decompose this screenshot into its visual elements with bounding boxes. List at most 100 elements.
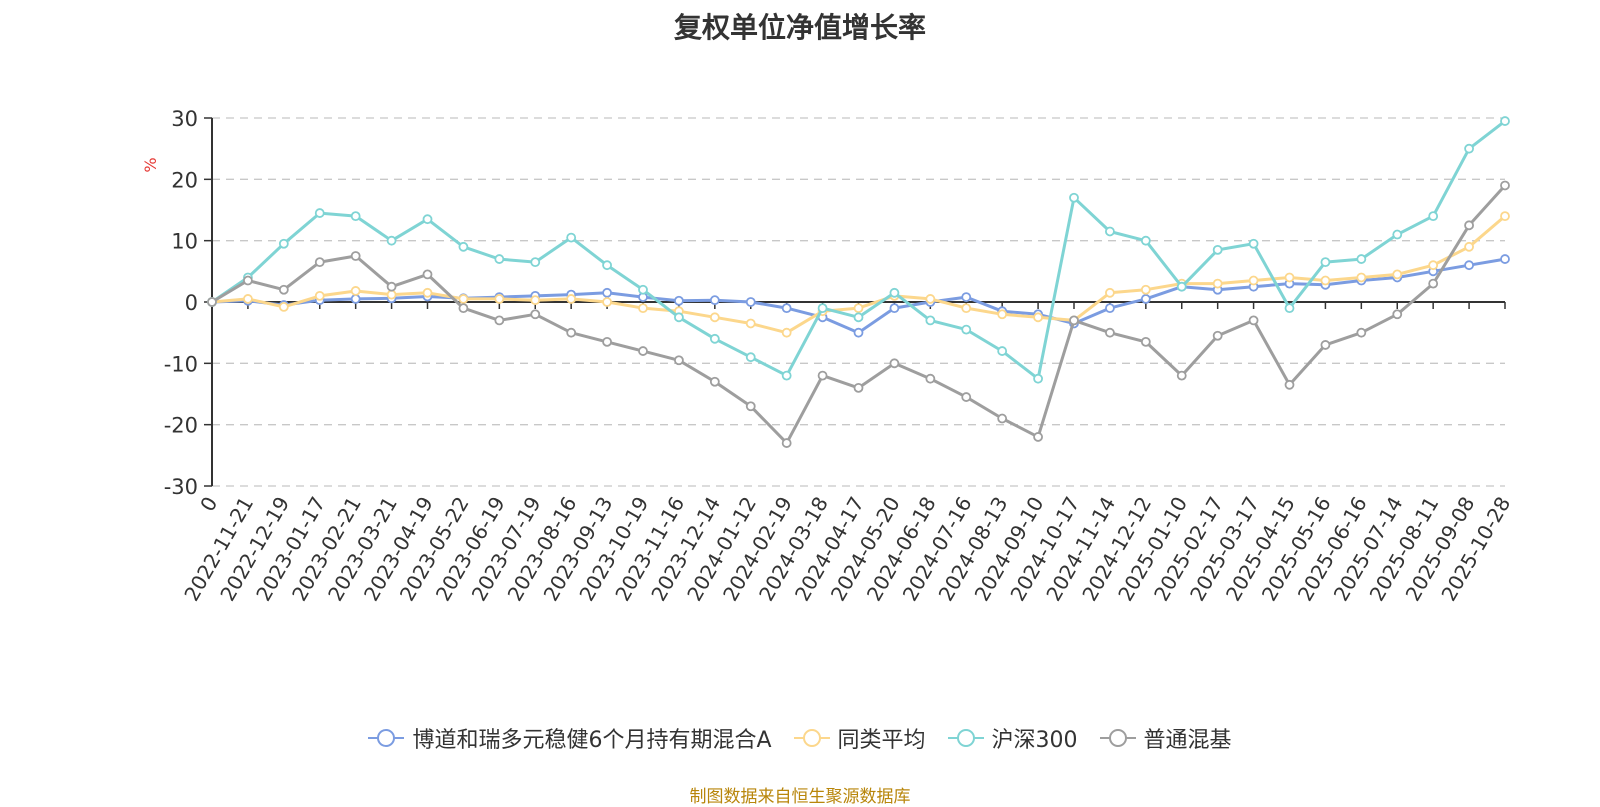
series-0-point xyxy=(781,303,792,314)
series-3-point xyxy=(1284,379,1295,390)
series-3-point xyxy=(1212,330,1223,341)
y-axis-unit-label: % xyxy=(141,157,160,172)
series-1-point xyxy=(1356,272,1367,283)
series-2-point xyxy=(745,352,756,363)
series-3-point xyxy=(314,257,325,268)
legend-peer-line-icon xyxy=(793,729,830,747)
series-3-point xyxy=(1140,336,1151,347)
series-3-point xyxy=(781,438,792,448)
series-1-point xyxy=(602,297,612,307)
series-2-point xyxy=(961,324,972,335)
series-2-point xyxy=(278,238,289,249)
series-2-point xyxy=(817,303,828,314)
series-1-point xyxy=(1140,284,1151,295)
series-2-point xyxy=(1320,257,1331,268)
series-0-point xyxy=(709,295,720,306)
series-1-point xyxy=(386,289,397,300)
series-2-point xyxy=(1284,303,1295,314)
series-3-point xyxy=(853,382,864,393)
series-0-point xyxy=(674,295,684,306)
series-3-point xyxy=(602,336,612,347)
series-3-point xyxy=(458,303,469,314)
series-3-point xyxy=(530,309,541,320)
series-1-point xyxy=(350,286,361,296)
series-2-point xyxy=(1033,373,1043,384)
series-2-point xyxy=(638,284,648,295)
series-1-point xyxy=(997,309,1008,320)
series-3-point xyxy=(1500,180,1510,191)
legend-fund-line-icon xyxy=(368,729,405,747)
series-3-point xyxy=(350,251,361,261)
series-2-point xyxy=(350,211,361,222)
series-1-point xyxy=(709,312,720,323)
series-2-point xyxy=(1176,281,1187,292)
series-1-point xyxy=(853,303,864,314)
series-0-point xyxy=(1500,254,1510,264)
series-3-point xyxy=(1069,315,1079,326)
series-1-point xyxy=(1392,269,1403,280)
series-1-point xyxy=(278,302,289,312)
series-3-point xyxy=(1033,432,1043,442)
y-tick-label: 0 xyxy=(185,291,198,315)
series-3-point xyxy=(961,392,972,402)
x-tick-label: 0 xyxy=(195,493,222,516)
series-3-point xyxy=(1356,327,1367,338)
series-1-point xyxy=(1212,278,1223,289)
series-1-point xyxy=(1464,241,1474,252)
series-3-point xyxy=(1248,315,1259,326)
series-1-point xyxy=(494,294,505,304)
series-0-point xyxy=(1140,294,1151,304)
legend-item-csi300[interactable]: 沪深300 xyxy=(947,722,1078,754)
series-2-point xyxy=(889,287,900,298)
series-3-point xyxy=(422,269,433,280)
series-2-point xyxy=(1464,143,1474,154)
series-1-point xyxy=(566,294,577,304)
series-2-point xyxy=(997,346,1008,356)
series-2-point xyxy=(494,254,505,264)
series-2-point xyxy=(925,315,936,326)
legend-item-fund[interactable]: 博道和瑞多元稳健6个月持有期混合A xyxy=(368,722,772,754)
legend-item-mixed-fund[interactable]: 普通混基 xyxy=(1099,722,1232,754)
series-1-point xyxy=(781,327,792,338)
series-3-point xyxy=(1105,327,1115,338)
series-1-point xyxy=(243,294,253,304)
series-2-point xyxy=(1105,226,1115,237)
series-3-point xyxy=(494,315,505,326)
y-tick-label: 30 xyxy=(171,107,198,131)
line-chart: 3020100-10-20-3002022-11-212022-12-19202… xyxy=(141,107,1515,605)
series-1-point xyxy=(961,303,972,314)
series-2-point xyxy=(602,260,612,271)
series-0-point xyxy=(1105,303,1115,314)
series-2-point xyxy=(1248,238,1259,249)
legend: 博道和瑞多元稳健6个月持有期混合A 同类平均 沪深300 普通混基 xyxy=(0,722,1600,754)
series-0-point xyxy=(602,287,612,298)
series-3-point xyxy=(1464,220,1474,231)
series-2-point xyxy=(853,312,864,323)
series-3-point xyxy=(1176,370,1187,381)
legend-item-peer-average[interactable]: 同类平均 xyxy=(793,722,926,754)
series-1-point xyxy=(458,294,469,304)
series-2-point xyxy=(314,208,325,218)
series-3-point xyxy=(1428,278,1439,289)
y-tick-label: -30 xyxy=(164,475,198,499)
series-2-point xyxy=(458,241,469,252)
series-2-point xyxy=(1392,229,1403,240)
series-3-point xyxy=(745,401,756,412)
data-source-note: 制图数据来自恒生聚源数据库 xyxy=(689,787,911,807)
series-line-2 xyxy=(211,119,1506,381)
series-2-point xyxy=(1428,211,1439,222)
series-3-point xyxy=(1392,309,1403,320)
legend-label-mixed-fund: 普通混基 xyxy=(1143,728,1232,753)
series-1-point xyxy=(422,287,433,298)
series-1-point xyxy=(1105,287,1115,298)
series-3-point xyxy=(1320,340,1331,350)
series-1-point xyxy=(314,290,325,301)
series-2-point xyxy=(781,370,792,381)
series-0-point xyxy=(1464,260,1474,271)
series-2-point xyxy=(566,232,577,243)
series-1-point xyxy=(1428,260,1439,271)
series-0-point xyxy=(961,292,972,302)
series-2-point xyxy=(1069,192,1079,203)
legend-csi300-line-icon xyxy=(947,729,984,747)
